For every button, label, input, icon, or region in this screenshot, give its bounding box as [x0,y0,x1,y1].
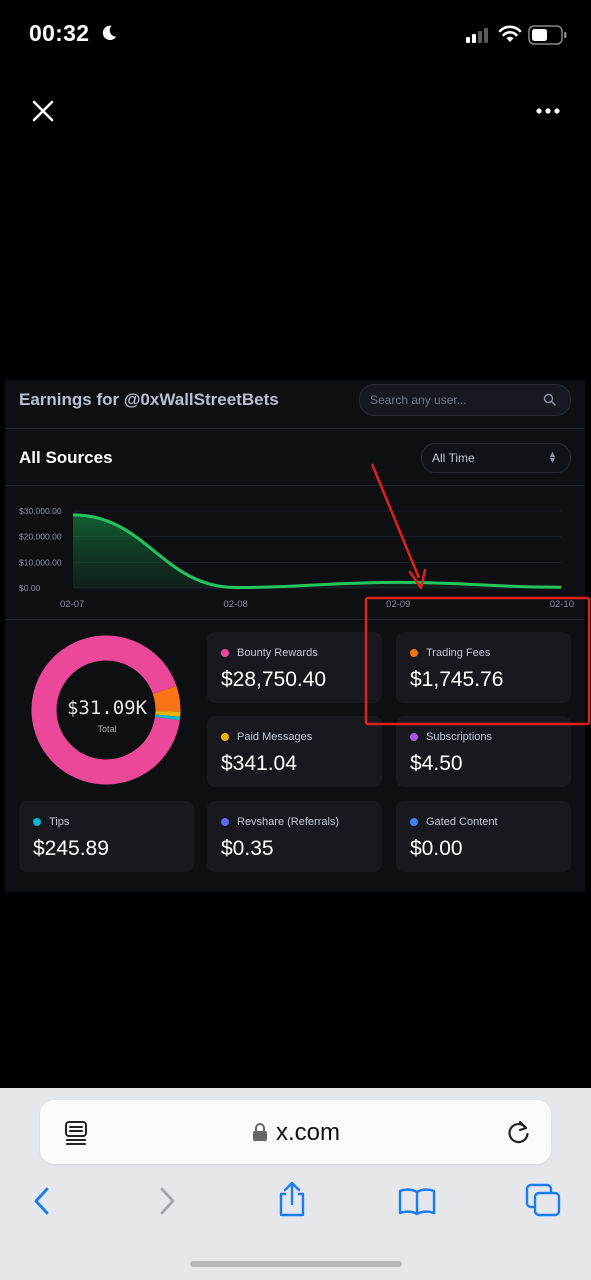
legend-dot-icon [410,818,418,826]
earning-card: Bounty Rewards $28,750.40 [207,632,382,703]
forward-icon[interactable] [157,1186,179,1216]
card-value: $245.89 [33,837,109,860]
earning-card: Trading Fees $1,745.76 [396,632,571,703]
share-icon[interactable] [276,1180,308,1218]
card-value: $4.50 [410,752,463,775]
moon-icon [102,25,117,41]
time-filter-value: All Time [432,451,475,465]
card-label: Paid Messages [237,731,313,743]
select-arrows-icon: ▲ ▼ [548,449,557,465]
address-bar[interactable] [40,1100,551,1164]
cellular-signal-icon [466,28,488,43]
reload-icon[interactable] [506,1119,532,1145]
earning-card: Tips $245.89 [19,801,194,872]
home-indicator [190,1261,402,1267]
card-label: Gated Content [426,816,498,828]
search-placeholder: Search any user... [370,393,467,407]
card-value: $28,750.40 [221,668,327,691]
wifi-icon [498,25,522,42]
earning-card: Subscriptions $4.50 [396,716,571,787]
url-text: x.com [276,1119,341,1146]
back-icon[interactable] [30,1186,52,1216]
card-value: $0.35 [221,837,274,860]
bookmarks-icon[interactable] [398,1186,436,1216]
battery-icon [528,25,567,45]
earning-card: Gated Content $0.00 [396,801,571,872]
legend-dot-icon [410,733,418,741]
divider [5,619,585,620]
divider [5,485,585,486]
legend-dot-icon [221,818,229,826]
earning-card: Revshare (Referrals) $0.35 [207,801,382,872]
card-label: Tips [49,816,70,828]
legend-dot-icon [221,733,229,741]
reader-mode-icon[interactable] [64,1120,88,1146]
card-value: $0.00 [410,837,463,860]
close-icon[interactable] [30,98,56,124]
lock-icon [253,1123,267,1141]
user-search-input[interactable] [359,384,571,416]
tabs-icon[interactable] [525,1183,561,1217]
earning-card: Paid Messages $341.04 [207,716,382,787]
legend-dot-icon [410,649,418,657]
legend-dot-icon [221,649,229,657]
donut-total-label: Total [97,724,117,734]
section-title: All Sources [19,448,113,467]
card-value: $341.04 [221,752,297,775]
status-time: 00:32 [29,20,90,46]
more-options-icon[interactable] [535,100,561,122]
search-icon [543,393,556,406]
divider [5,428,585,429]
donut-total-value: $31.09K [66,697,148,719]
card-label: Bounty Rewards [237,647,318,659]
card-label: Revshare (Referrals) [237,816,340,828]
card-label: Subscriptions [426,731,493,743]
earnings-title: Earnings for @0xWallStreetBets [19,390,279,409]
card-value: $1,745.76 [410,668,504,691]
legend-dot-icon [33,818,41,826]
card-label: Trading Fees [426,647,491,659]
time-filter-select[interactable] [421,443,571,473]
